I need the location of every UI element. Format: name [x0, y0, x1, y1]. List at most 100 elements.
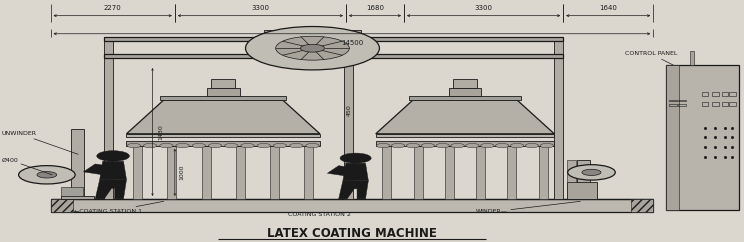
Bar	[449, 89, 481, 96]
Circle shape	[451, 144, 464, 148]
Bar	[669, 105, 677, 106]
Bar	[104, 37, 563, 41]
Text: 14500: 14500	[341, 40, 363, 46]
Bar	[702, 92, 708, 96]
Text: 1430: 1430	[158, 124, 164, 140]
Text: Ø400: Ø400	[1, 158, 52, 175]
Polygon shape	[376, 100, 554, 134]
Bar	[160, 96, 286, 100]
Bar	[712, 92, 719, 96]
Text: 1000: 1000	[179, 165, 185, 180]
Circle shape	[406, 144, 420, 148]
Bar	[104, 37, 113, 199]
Circle shape	[466, 144, 479, 148]
Text: 1680: 1680	[366, 5, 384, 11]
Circle shape	[525, 144, 539, 148]
Bar	[729, 92, 736, 96]
Bar	[567, 182, 597, 199]
Bar	[567, 160, 576, 182]
Bar	[678, 100, 686, 101]
Bar	[690, 51, 694, 65]
Circle shape	[436, 144, 449, 148]
Bar	[409, 96, 521, 100]
Circle shape	[289, 144, 303, 148]
Circle shape	[568, 165, 615, 180]
Circle shape	[275, 36, 350, 60]
Text: 2270: 2270	[104, 5, 121, 11]
Circle shape	[421, 144, 434, 148]
Bar	[270, 146, 279, 199]
Bar	[702, 102, 708, 106]
Circle shape	[481, 144, 494, 148]
Circle shape	[127, 144, 141, 148]
Circle shape	[241, 144, 254, 148]
Bar	[666, 65, 739, 210]
Bar	[376, 134, 554, 137]
Text: 1640: 1640	[599, 5, 618, 11]
Circle shape	[144, 144, 157, 148]
Bar	[344, 37, 353, 199]
Bar	[507, 146, 516, 199]
Bar	[729, 102, 736, 106]
Text: COATING STATION 2: COATING STATION 2	[289, 212, 351, 217]
Bar	[539, 146, 548, 199]
Bar	[376, 141, 554, 146]
Bar	[669, 100, 677, 101]
Bar	[51, 199, 73, 212]
Text: 3300: 3300	[475, 5, 493, 11]
Circle shape	[496, 144, 509, 148]
Bar	[207, 89, 240, 96]
Circle shape	[208, 144, 222, 148]
Circle shape	[391, 144, 405, 148]
Polygon shape	[83, 164, 113, 174]
Circle shape	[97, 151, 129, 161]
Circle shape	[510, 144, 524, 148]
Circle shape	[257, 144, 271, 148]
Bar	[712, 102, 719, 106]
Circle shape	[301, 44, 324, 52]
Bar	[264, 30, 361, 41]
Bar	[236, 146, 245, 199]
Bar	[453, 79, 477, 89]
Bar	[61, 196, 94, 199]
Polygon shape	[343, 163, 368, 181]
Bar	[167, 146, 176, 199]
Text: CONTROL PANEL: CONTROL PANEL	[625, 52, 677, 65]
Text: 3300: 3300	[251, 5, 269, 11]
Bar	[126, 134, 320, 137]
Circle shape	[176, 144, 189, 148]
Circle shape	[306, 144, 319, 148]
Bar	[414, 146, 423, 199]
Bar	[202, 146, 211, 199]
Circle shape	[376, 144, 390, 148]
Bar	[104, 53, 563, 58]
Polygon shape	[126, 100, 320, 134]
Circle shape	[37, 172, 57, 178]
Circle shape	[192, 144, 205, 148]
Bar	[382, 146, 391, 199]
Text: ←COATING STATION 1: ←COATING STATION 1	[74, 201, 164, 214]
Polygon shape	[327, 166, 356, 176]
Text: 450: 450	[347, 104, 352, 116]
Bar	[722, 102, 728, 106]
Polygon shape	[339, 181, 368, 199]
Bar	[133, 146, 142, 199]
Bar	[722, 92, 728, 96]
Text: WINDER—: WINDER—	[476, 201, 580, 214]
Polygon shape	[95, 180, 126, 199]
Bar	[304, 146, 313, 199]
Circle shape	[225, 144, 238, 148]
Bar	[577, 160, 590, 199]
Bar	[678, 105, 686, 106]
Circle shape	[540, 144, 554, 148]
Bar	[445, 146, 454, 199]
Polygon shape	[100, 161, 126, 180]
Circle shape	[160, 144, 173, 148]
Bar	[554, 37, 563, 199]
Bar	[126, 141, 320, 146]
Text: LATEX COATING MACHINE: LATEX COATING MACHINE	[267, 227, 437, 240]
Bar	[61, 187, 83, 197]
Bar	[211, 79, 235, 89]
Bar	[51, 199, 653, 212]
Circle shape	[246, 27, 379, 70]
